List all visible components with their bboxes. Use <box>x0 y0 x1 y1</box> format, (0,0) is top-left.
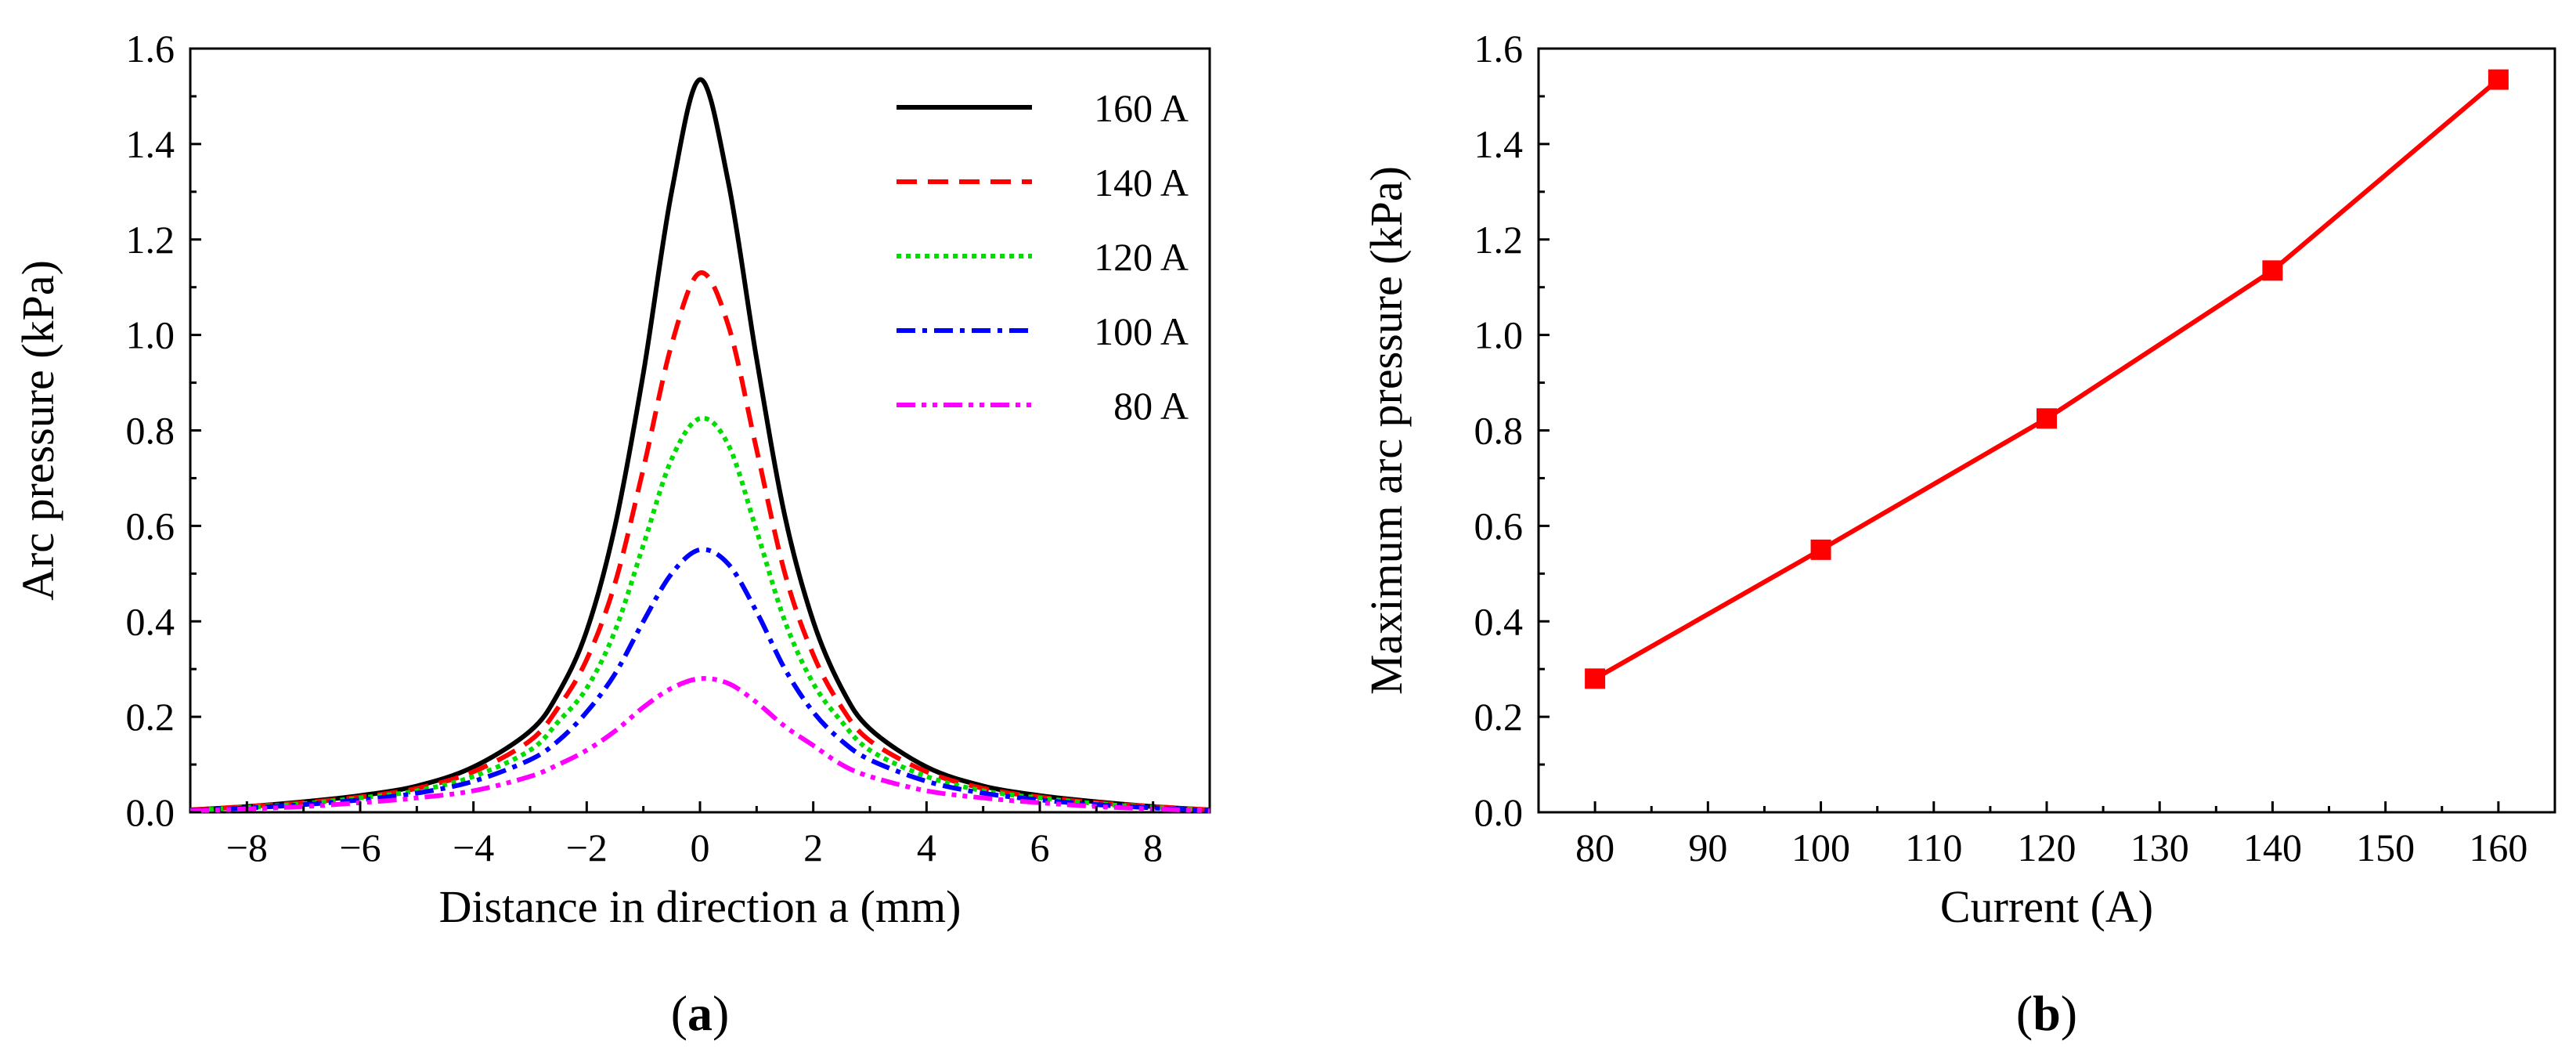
panel-b: 80 90 100 110 120 130 140 150 160 0.0 0.2 0.4 0.6 0.8… <box>1361 27 2556 1041</box>
panel-b-x-tick-label: 110 <box>1905 826 1962 869</box>
panel-b-y-tick-label: 1.4 <box>1474 122 1524 166</box>
panel-b-label-close: ) <box>2061 985 2077 1041</box>
panel-b-label-letter: b <box>2033 985 2061 1041</box>
panel-a-curves <box>189 77 1210 814</box>
panel-a-x-tick-label: −2 <box>566 826 608 869</box>
panel-a-label: (a) <box>671 985 730 1041</box>
data-point-marker <box>2488 69 2509 90</box>
panel-b-x-tick-label: 100 <box>1791 826 1850 869</box>
panel-b-curves <box>1585 69 2509 689</box>
series-line-160a <box>189 77 1210 812</box>
panel-b-x-tick-label: 80 <box>1575 826 1615 869</box>
panel-a-y-tick-label: 0.2 <box>126 695 175 739</box>
panel-a-x-tick-label: −8 <box>226 826 268 869</box>
panel-a-x-tick-label: 4 <box>917 826 936 869</box>
panel-b-y-tick-label: 0.4 <box>1474 599 1524 643</box>
panel-b-y-axis-title: Maximum arc pressure (kPa) <box>1361 166 1412 695</box>
series-line-80a <box>189 676 1210 814</box>
series-line-100a <box>189 547 1210 813</box>
panel-a-x-tick-label: 6 <box>1030 826 1050 869</box>
panel-a-x-tick-label: 0 <box>691 826 710 869</box>
panel-b-x-tick-label: 120 <box>2018 826 2076 869</box>
panel-a-y-tick-label: 0.4 <box>126 599 175 643</box>
panel-b-y-tick-label: 0.6 <box>1474 504 1524 548</box>
data-point-marker <box>2037 408 2057 429</box>
panel-a-y-tick-label: 0.8 <box>126 409 175 453</box>
panel-b-y-tick-label: 1.6 <box>1474 27 1524 70</box>
panel-a-plot-frame <box>189 47 1211 814</box>
panel-a-x-tick-label: −4 <box>453 826 494 869</box>
panel-a-y-tick-label: 1.6 <box>126 27 175 70</box>
panel-b-ticks: 80 90 100 110 120 130 140 150 160 0.0 0.2 0.4 0.6 0.8… <box>1474 27 2528 869</box>
panel-a-label-letter: a <box>687 985 713 1041</box>
panel-b-x-tick-label: 160 <box>2469 826 2527 869</box>
panel-a-label-close: ) <box>713 985 729 1041</box>
panel-b-y-tick-label: 0.2 <box>1474 695 1524 739</box>
panel-a-ticks: −8 −6 −4 −2 0 2 4 6 8 0.0 0.2 0.4 0.6 0.8 1.0 1.2 1.4 1.6 <box>126 27 1164 869</box>
panel-a-legend: 160 A 140 A 120 A 100 A 80 A <box>897 86 1189 428</box>
panel-b-x-tick-label: 130 <box>2130 826 2189 869</box>
legend-label: 120 A <box>1094 235 1189 279</box>
panel-b-label: (b) <box>2016 985 2077 1041</box>
data-point-marker <box>2262 260 2283 281</box>
panel-a-x-axis-title: Distance in direction a (mm) <box>439 881 961 932</box>
panel-b-y-tick-label: 1.0 <box>1474 313 1524 357</box>
data-point-marker <box>1810 539 1831 560</box>
legend-label: 140 A <box>1094 161 1189 204</box>
panel-b-x-tick-label: 140 <box>2243 826 2302 869</box>
panel-b-y-tick-label: 0.8 <box>1474 409 1524 453</box>
panel-a-x-tick-label: −6 <box>339 826 381 869</box>
series-line-max-pressure <box>1593 78 2500 681</box>
panel-b-x-tick-label: 90 <box>1688 826 1727 869</box>
panel-b-y-tick-label: 1.2 <box>1474 218 1524 262</box>
data-point-marker <box>1585 668 1606 689</box>
panel-a-x-tick-label: 2 <box>803 826 823 869</box>
panel-a-y-tick-label: 1.4 <box>126 122 175 166</box>
panel-a-label-open: ( <box>671 985 687 1041</box>
panel-a-y-tick-label: 0.6 <box>126 504 175 548</box>
panel-a-x-tick-label: 8 <box>1143 826 1163 869</box>
panel-a-y-tick-label: 0.0 <box>126 790 175 834</box>
panel-a-y-tick-label: 1.0 <box>126 313 175 357</box>
legend-label: 160 A <box>1094 86 1189 130</box>
series-line-120a <box>189 415 1210 813</box>
panel-a: −8 −6 −4 −2 0 2 4 6 8 0.0 0.2 0.4 0.6 0.8 1.0 1.2 1.4 1.6… <box>13 27 1211 1041</box>
panel-b-label-open: ( <box>2016 985 2033 1041</box>
panel-b-y-tick-label: 0.0 <box>1474 790 1524 834</box>
panel-b-x-axis-title: Current (A) <box>1940 881 2153 932</box>
legend-label: 80 A <box>1113 384 1189 428</box>
legend-label: 100 A <box>1094 309 1189 353</box>
panel-a-y-axis-title: Arc pressure (kPa) <box>13 260 63 601</box>
panel-a-y-tick-label: 1.2 <box>126 218 175 262</box>
series-line-140a <box>189 270 1210 812</box>
panel-b-x-tick-label: 150 <box>2356 826 2415 869</box>
